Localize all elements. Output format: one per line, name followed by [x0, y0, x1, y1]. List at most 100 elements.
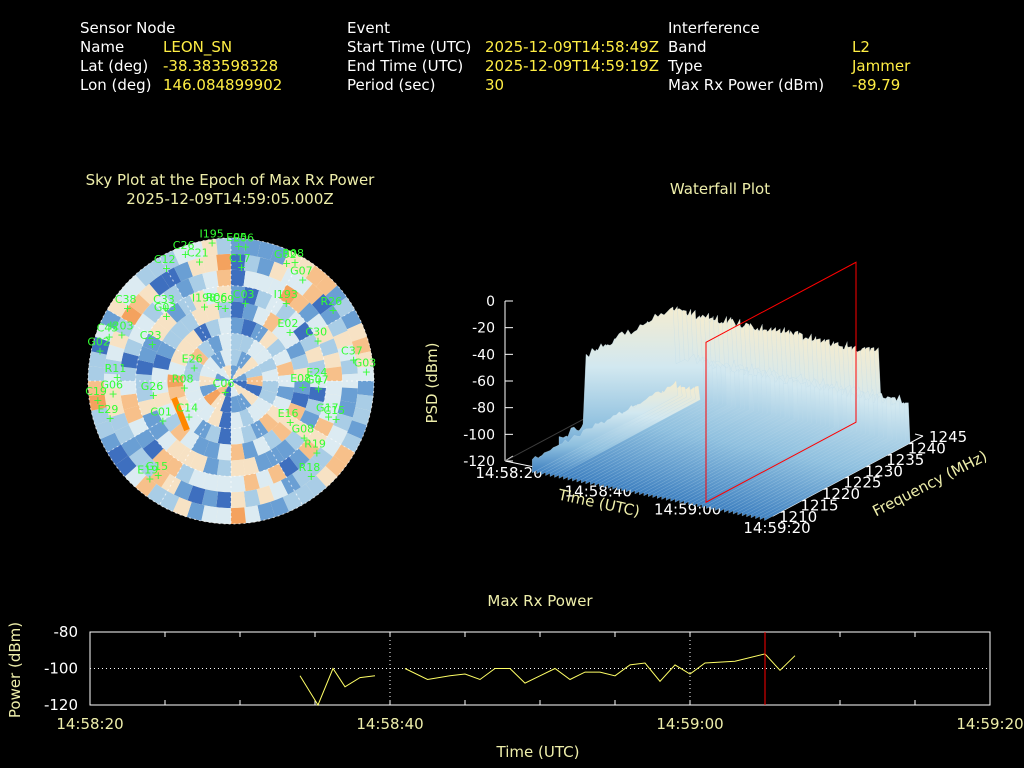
skyplot-tile [231, 238, 246, 255]
satellite-label: C15 [324, 404, 346, 417]
skyplot-tile [298, 302, 320, 323]
skyplot-tile [186, 241, 205, 261]
event-start-label: Start Time (UTC) [347, 38, 472, 56]
satellite-marker: + [200, 300, 209, 313]
skyplot-tile [231, 427, 245, 445]
skyplot-tile [279, 412, 300, 433]
satellite-label: R26 [321, 295, 343, 308]
skyplot-tile [105, 400, 125, 418]
skyplot-tile [207, 334, 223, 354]
skyplot-tile [152, 353, 172, 370]
skyplot-tile [323, 352, 342, 369]
skyplot-tile [167, 361, 186, 377]
skyplot-tile [100, 432, 121, 453]
satellite-label: G07 [290, 264, 313, 277]
skyplot-tile [257, 501, 276, 521]
skyplot-spoke [159, 256, 232, 382]
skyplot-tile [304, 398, 324, 416]
skyplot-tile [218, 411, 231, 429]
skyplot-tile [255, 273, 274, 293]
skyplot-tile [254, 289, 273, 310]
waterfall-epoch-plane [705, 261, 857, 504]
skyplot-tile [197, 339, 216, 359]
waterfall-z-axis-label: PSD (dBm) [423, 342, 441, 423]
skyplot-tile [342, 373, 359, 389]
maxpower-y-axis-label: Power (dBm) [6, 622, 24, 718]
skyplot-tile [231, 443, 245, 461]
skyplot-ring [182, 332, 280, 430]
skyplot-tile [313, 325, 334, 345]
skyplot-tile [276, 361, 295, 377]
skyplot-tile [266, 404, 287, 424]
satellite-marker: + [298, 381, 307, 394]
skyplot-tile [302, 283, 324, 305]
skyplot-tile [216, 459, 231, 477]
satellite-marker: + [145, 472, 154, 485]
skyplot-tile [252, 306, 271, 326]
skyplot-tile [286, 341, 306, 360]
satellite-marker: + [286, 416, 295, 429]
satellite-label: R06 [206, 291, 228, 304]
satellite-marker: + [282, 257, 291, 270]
skyplot-tile [244, 238, 261, 257]
skyplot-tile [135, 386, 154, 403]
skyplot-tile [293, 420, 314, 441]
skyplot-tile [270, 244, 290, 265]
skyplot-tile [188, 469, 207, 489]
satellite-marker: + [237, 261, 246, 274]
skyplot-tile [286, 402, 306, 421]
satellite-label: E24 [306, 366, 327, 379]
satellite-label: E26 [182, 352, 203, 365]
satellite-marker: + [324, 410, 333, 423]
waterfall-frequency-tick-label: 1225 [843, 474, 881, 492]
skyplot-tile [142, 302, 164, 323]
skyplot-tile [265, 295, 285, 316]
skyplot-tile [337, 400, 357, 418]
satellite-marker: + [298, 273, 307, 286]
skyplot-tile [203, 356, 221, 374]
skyplot-tile [146, 257, 168, 279]
skyplot-tile [299, 410, 320, 429]
event-period-label: Period (sec) [347, 76, 436, 94]
skyplot-tile [215, 373, 231, 381]
skyplot-tile [215, 381, 231, 389]
skyplot-tile [184, 389, 204, 405]
skyplot-tile [103, 373, 120, 389]
skyplot-tile [172, 497, 192, 518]
skyplot-tile [243, 270, 260, 289]
satellite-marker: + [349, 353, 358, 366]
satellite-label: E08 [290, 372, 311, 385]
skyplot-tile [203, 302, 220, 322]
sensor-name-label: Name [80, 38, 125, 56]
skyplot-tile [313, 417, 334, 437]
skyplot-tile [175, 278, 195, 299]
skyplot-tile [91, 336, 111, 355]
skyplot-tile [173, 261, 193, 282]
maxpower-y-tick-label: -100 [44, 660, 78, 678]
skyplot-tile [231, 285, 246, 303]
satellite-marker: + [362, 366, 371, 379]
skyplot-spoke [159, 380, 232, 506]
satellite-marker: + [332, 413, 341, 426]
skyplot-tile [223, 365, 231, 381]
skyplot-tile [265, 446, 285, 467]
skyplot-tile [244, 365, 263, 379]
skyplot-tile [100, 309, 121, 330]
skyplot-tile [216, 285, 231, 303]
satellite-label: C37 [341, 344, 363, 357]
waterfall-frequency-tick-label: 1245 [929, 428, 967, 446]
satellite-marker: + [314, 383, 323, 396]
skyplot-tile [88, 394, 107, 411]
skyplot-tile [128, 417, 149, 437]
skyplot-tile [258, 389, 278, 405]
skyplot-tile [189, 396, 209, 415]
satellite-label: R08 [172, 373, 194, 386]
skyplot-tile [271, 320, 292, 341]
satellite-label: G06 [100, 378, 123, 391]
sensor-lon-label: Lon (deg) [80, 76, 152, 94]
skyplot-tile [189, 289, 208, 310]
skyplot-tile [201, 505, 218, 524]
skyplot-tile [94, 420, 115, 440]
skyplot-tile [152, 448, 173, 470]
